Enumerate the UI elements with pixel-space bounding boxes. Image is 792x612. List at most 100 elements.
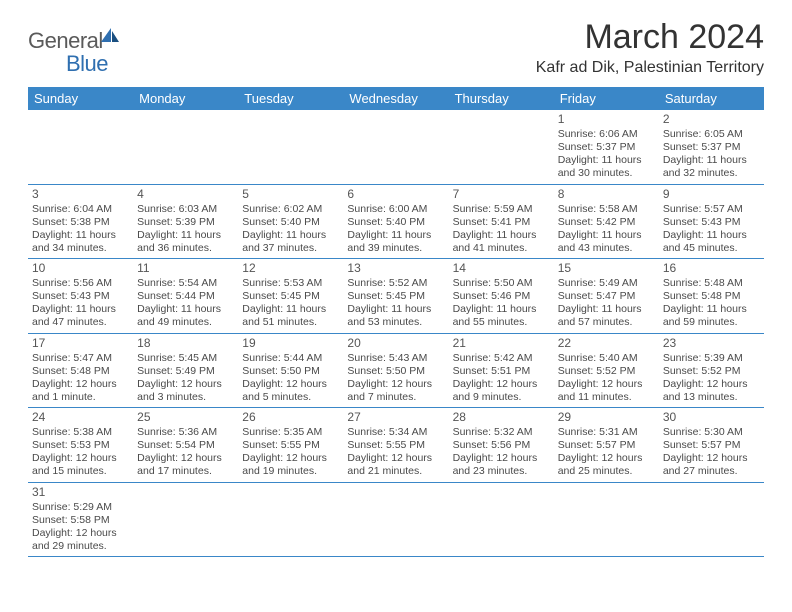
day-number: 17 bbox=[32, 336, 129, 351]
day-cell: 6Sunrise: 6:00 AMSunset: 5:40 PMDaylight… bbox=[343, 185, 448, 259]
sunset-text: Sunset: 5:55 PM bbox=[242, 439, 339, 452]
sunrise-text: Sunrise: 5:42 AM bbox=[453, 352, 550, 365]
day-cell: 19Sunrise: 5:44 AMSunset: 5:50 PMDayligh… bbox=[238, 334, 343, 408]
daylight-text: Daylight: 11 hours and 45 minutes. bbox=[663, 229, 760, 255]
day-number: 14 bbox=[453, 261, 550, 276]
day-number: 7 bbox=[453, 187, 550, 202]
sunset-text: Sunset: 5:38 PM bbox=[32, 216, 129, 229]
weekday-header-row: SundayMondayTuesdayWednesdayThursdayFrid… bbox=[28, 87, 764, 110]
daylight-text: Daylight: 12 hours and 21 minutes. bbox=[347, 452, 444, 478]
logo: General bbox=[28, 18, 123, 55]
day-cell: 4Sunrise: 6:03 AMSunset: 5:39 PMDaylight… bbox=[133, 185, 238, 259]
sunrise-text: Sunrise: 5:29 AM bbox=[32, 501, 129, 514]
sunset-text: Sunset: 5:43 PM bbox=[32, 290, 129, 303]
day-number: 3 bbox=[32, 187, 129, 202]
daylight-text: Daylight: 12 hours and 5 minutes. bbox=[242, 378, 339, 404]
day-number: 10 bbox=[32, 261, 129, 276]
daylight-text: Daylight: 12 hours and 15 minutes. bbox=[32, 452, 129, 478]
daylight-text: Daylight: 12 hours and 3 minutes. bbox=[137, 378, 234, 404]
daylight-text: Daylight: 11 hours and 51 minutes. bbox=[242, 303, 339, 329]
sunset-text: Sunset: 5:43 PM bbox=[663, 216, 760, 229]
day-number: 20 bbox=[347, 336, 444, 351]
day-cell: 31Sunrise: 5:29 AMSunset: 5:58 PMDayligh… bbox=[28, 483, 133, 557]
sunrise-text: Sunrise: 5:53 AM bbox=[242, 277, 339, 290]
sunset-text: Sunset: 5:37 PM bbox=[663, 141, 760, 154]
day-cell-empty bbox=[659, 483, 764, 557]
day-cell: 8Sunrise: 5:58 AMSunset: 5:42 PMDaylight… bbox=[554, 185, 659, 259]
daylight-text: Daylight: 11 hours and 53 minutes. bbox=[347, 303, 444, 329]
sunrise-text: Sunrise: 6:03 AM bbox=[137, 203, 234, 216]
day-cell-empty bbox=[343, 110, 448, 184]
sunrise-text: Sunrise: 6:00 AM bbox=[347, 203, 444, 216]
weekday-header: Friday bbox=[554, 87, 659, 110]
daylight-text: Daylight: 12 hours and 1 minute. bbox=[32, 378, 129, 404]
day-number: 27 bbox=[347, 410, 444, 425]
week-row: 1Sunrise: 6:06 AMSunset: 5:37 PMDaylight… bbox=[28, 110, 764, 185]
daylight-text: Daylight: 12 hours and 9 minutes. bbox=[453, 378, 550, 404]
sunrise-text: Sunrise: 5:44 AM bbox=[242, 352, 339, 365]
sunset-text: Sunset: 5:44 PM bbox=[137, 290, 234, 303]
week-row: 3Sunrise: 6:04 AMSunset: 5:38 PMDaylight… bbox=[28, 185, 764, 260]
sunset-text: Sunset: 5:48 PM bbox=[663, 290, 760, 303]
day-cell: 25Sunrise: 5:36 AMSunset: 5:54 PMDayligh… bbox=[133, 408, 238, 482]
day-cell: 21Sunrise: 5:42 AMSunset: 5:51 PMDayligh… bbox=[449, 334, 554, 408]
daylight-text: Daylight: 12 hours and 11 minutes. bbox=[558, 378, 655, 404]
day-cell-empty bbox=[449, 110, 554, 184]
sunrise-text: Sunrise: 5:59 AM bbox=[453, 203, 550, 216]
sunrise-text: Sunrise: 5:49 AM bbox=[558, 277, 655, 290]
sunrise-text: Sunrise: 5:31 AM bbox=[558, 426, 655, 439]
daylight-text: Daylight: 11 hours and 41 minutes. bbox=[453, 229, 550, 255]
sunset-text: Sunset: 5:50 PM bbox=[242, 365, 339, 378]
sunrise-text: Sunrise: 6:05 AM bbox=[663, 128, 760, 141]
sunrise-text: Sunrise: 6:06 AM bbox=[558, 128, 655, 141]
weekday-header: Monday bbox=[133, 87, 238, 110]
week-row: 24Sunrise: 5:38 AMSunset: 5:53 PMDayligh… bbox=[28, 408, 764, 483]
sunset-text: Sunset: 5:55 PM bbox=[347, 439, 444, 452]
daylight-text: Daylight: 12 hours and 29 minutes. bbox=[32, 527, 129, 553]
sail-icon bbox=[99, 26, 121, 49]
sunset-text: Sunset: 5:53 PM bbox=[32, 439, 129, 452]
sunset-text: Sunset: 5:56 PM bbox=[453, 439, 550, 452]
weekday-header: Thursday bbox=[449, 87, 554, 110]
sunrise-text: Sunrise: 5:34 AM bbox=[347, 426, 444, 439]
sunrise-text: Sunrise: 5:40 AM bbox=[558, 352, 655, 365]
day-number: 8 bbox=[558, 187, 655, 202]
day-cell-empty bbox=[238, 483, 343, 557]
sunrise-text: Sunrise: 5:48 AM bbox=[663, 277, 760, 290]
day-number: 21 bbox=[453, 336, 550, 351]
daylight-text: Daylight: 12 hours and 23 minutes. bbox=[453, 452, 550, 478]
day-number: 15 bbox=[558, 261, 655, 276]
day-cell: 7Sunrise: 5:59 AMSunset: 5:41 PMDaylight… bbox=[449, 185, 554, 259]
day-cell: 11Sunrise: 5:54 AMSunset: 5:44 PMDayligh… bbox=[133, 259, 238, 333]
sunset-text: Sunset: 5:51 PM bbox=[453, 365, 550, 378]
day-cell-empty bbox=[133, 483, 238, 557]
weekday-header: Tuesday bbox=[238, 87, 343, 110]
daylight-text: Daylight: 11 hours and 59 minutes. bbox=[663, 303, 760, 329]
day-cell: 5Sunrise: 6:02 AMSunset: 5:40 PMDaylight… bbox=[238, 185, 343, 259]
week-row: 17Sunrise: 5:47 AMSunset: 5:48 PMDayligh… bbox=[28, 334, 764, 409]
daylight-text: Daylight: 11 hours and 37 minutes. bbox=[242, 229, 339, 255]
day-number: 16 bbox=[663, 261, 760, 276]
sunrise-text: Sunrise: 5:54 AM bbox=[137, 277, 234, 290]
sunset-text: Sunset: 5:42 PM bbox=[558, 216, 655, 229]
sunrise-text: Sunrise: 5:58 AM bbox=[558, 203, 655, 216]
sunrise-text: Sunrise: 5:56 AM bbox=[32, 277, 129, 290]
sunset-text: Sunset: 5:37 PM bbox=[558, 141, 655, 154]
sunset-text: Sunset: 5:45 PM bbox=[347, 290, 444, 303]
sunrise-text: Sunrise: 5:36 AM bbox=[137, 426, 234, 439]
day-cell-empty bbox=[554, 483, 659, 557]
day-cell: 27Sunrise: 5:34 AMSunset: 5:55 PMDayligh… bbox=[343, 408, 448, 482]
sunset-text: Sunset: 5:52 PM bbox=[663, 365, 760, 378]
daylight-text: Daylight: 11 hours and 34 minutes. bbox=[32, 229, 129, 255]
sunrise-text: Sunrise: 5:38 AM bbox=[32, 426, 129, 439]
day-number: 6 bbox=[347, 187, 444, 202]
sunrise-text: Sunrise: 5:57 AM bbox=[663, 203, 760, 216]
day-number: 19 bbox=[242, 336, 339, 351]
weekday-header: Sunday bbox=[28, 87, 133, 110]
day-number: 18 bbox=[137, 336, 234, 351]
sunrise-text: Sunrise: 5:43 AM bbox=[347, 352, 444, 365]
sunrise-text: Sunrise: 5:30 AM bbox=[663, 426, 760, 439]
weeks-container: 1Sunrise: 6:06 AMSunset: 5:37 PMDaylight… bbox=[28, 110, 764, 557]
day-cell: 18Sunrise: 5:45 AMSunset: 5:49 PMDayligh… bbox=[133, 334, 238, 408]
day-number: 13 bbox=[347, 261, 444, 276]
